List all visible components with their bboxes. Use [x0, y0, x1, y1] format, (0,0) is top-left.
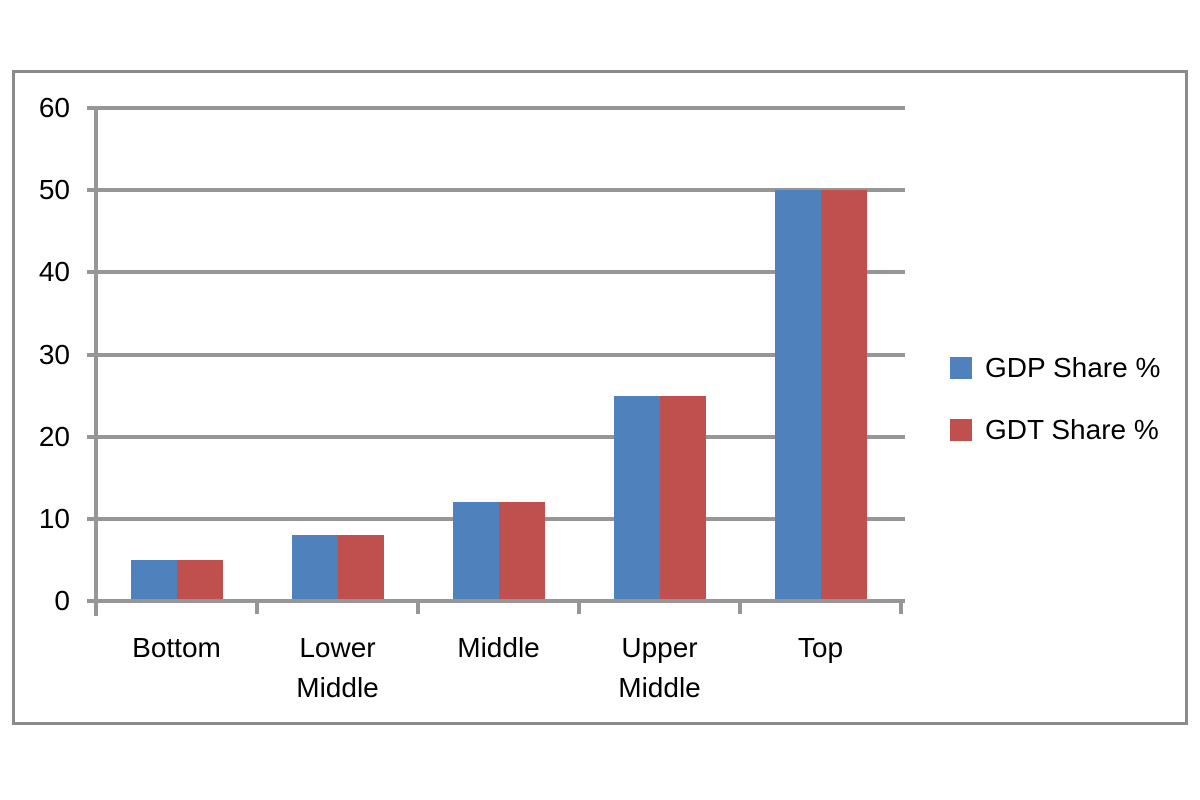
legend-swatch-gdp-icon [950, 357, 972, 379]
y-axis-label-60: 60 [38, 92, 70, 123]
gridline-40 [87, 270, 905, 275]
legend-label-gdp-share: GDP Share % [985, 352, 1161, 383]
x-axis-tick [899, 599, 903, 614]
legend-item-gdt-share: GDT Share % [950, 414, 1160, 446]
gridline-60 [87, 106, 905, 110]
y-axis-label-50: 50 [38, 174, 70, 206]
bar-gdt-share--lower-middle [337, 535, 384, 601]
bar-gdp-share--middle [452, 502, 499, 601]
bar-gdt-share--upper-middle [659, 395, 706, 601]
y-axis-line [94, 106, 98, 616]
x-axis-label-middle: Middle [457, 632, 540, 663]
y-axis-label-20: 20 [38, 420, 70, 452]
x-axis-tick [577, 599, 581, 614]
bar-gdt-share--top [820, 190, 867, 601]
y-axis-label-40: 40 [38, 256, 70, 288]
x-axis-tick [416, 599, 420, 614]
chart-frame [12, 70, 1188, 725]
legend-item-gdp-share: GDP Share % [950, 352, 1160, 384]
y-axis-label-10: 10 [38, 502, 70, 534]
gridline-20 [87, 434, 905, 439]
x-axis-tick [738, 599, 742, 614]
x-axis-label-top: Top [797, 632, 844, 663]
bar-gdt-share--bottom [176, 559, 223, 601]
x-axis-line [87, 599, 905, 603]
x-axis-label-lower-middle: Lower Middle [296, 632, 379, 703]
gridline-30 [87, 352, 905, 357]
x-axis-tick [94, 599, 98, 614]
y-axis-label-30: 30 [38, 338, 70, 370]
legend-swatch-gdt-icon [950, 419, 972, 441]
bar-gdp-share--top [774, 190, 821, 601]
bar-gdp-share--upper-middle [613, 395, 660, 601]
legend: GDP Share % GDT Share % [950, 352, 1160, 446]
x-axis-tick [255, 599, 259, 614]
x-axis-label-upper-middle: Upper Middle [618, 632, 701, 703]
bar-gdp-share--lower-middle [291, 535, 338, 601]
y-axis-label-0: 0 [54, 585, 70, 616]
x-axis-label-bottom: Bottom [132, 632, 221, 663]
gridline-50 [87, 188, 905, 193]
legend-label-gdt-share: GDT Share % [985, 414, 1159, 445]
bar-gdt-share--middle [498, 502, 545, 601]
bar-gdp-share--bottom [130, 559, 177, 601]
